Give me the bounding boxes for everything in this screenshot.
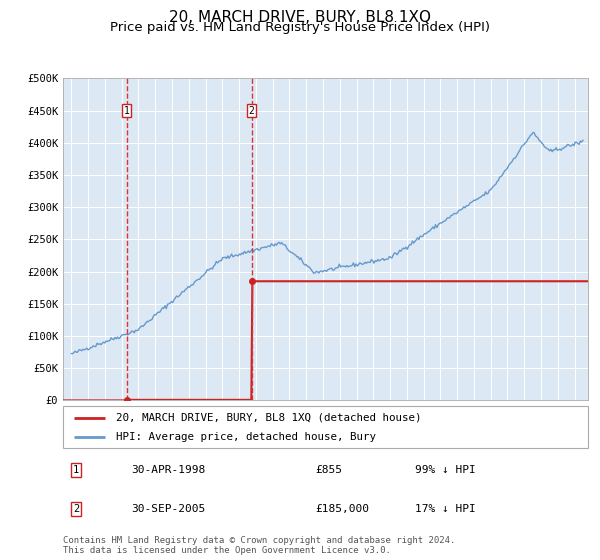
Text: 20, MARCH DRIVE, BURY, BL8 1XQ: 20, MARCH DRIVE, BURY, BL8 1XQ [169, 10, 431, 25]
Text: HPI: Average price, detached house, Bury: HPI: Average price, detached house, Bury [115, 432, 376, 442]
Text: 99% ↓ HPI: 99% ↓ HPI [415, 465, 476, 475]
Text: 2: 2 [73, 504, 79, 514]
Text: 1: 1 [124, 106, 130, 115]
FancyBboxPatch shape [63, 406, 588, 448]
Text: 30-APR-1998: 30-APR-1998 [131, 465, 205, 475]
Text: 20, MARCH DRIVE, BURY, BL8 1XQ (detached house): 20, MARCH DRIVE, BURY, BL8 1XQ (detached… [115, 413, 421, 423]
Text: 2: 2 [249, 106, 254, 115]
Text: 17% ↓ HPI: 17% ↓ HPI [415, 504, 476, 514]
Text: Price paid vs. HM Land Registry's House Price Index (HPI): Price paid vs. HM Land Registry's House … [110, 21, 490, 34]
Text: £185,000: £185,000 [315, 504, 369, 514]
Text: 30-SEP-2005: 30-SEP-2005 [131, 504, 205, 514]
Text: Contains HM Land Registry data © Crown copyright and database right 2024.
This d: Contains HM Land Registry data © Crown c… [63, 536, 455, 556]
Text: 1: 1 [73, 465, 79, 475]
Text: £855: £855 [315, 465, 342, 475]
